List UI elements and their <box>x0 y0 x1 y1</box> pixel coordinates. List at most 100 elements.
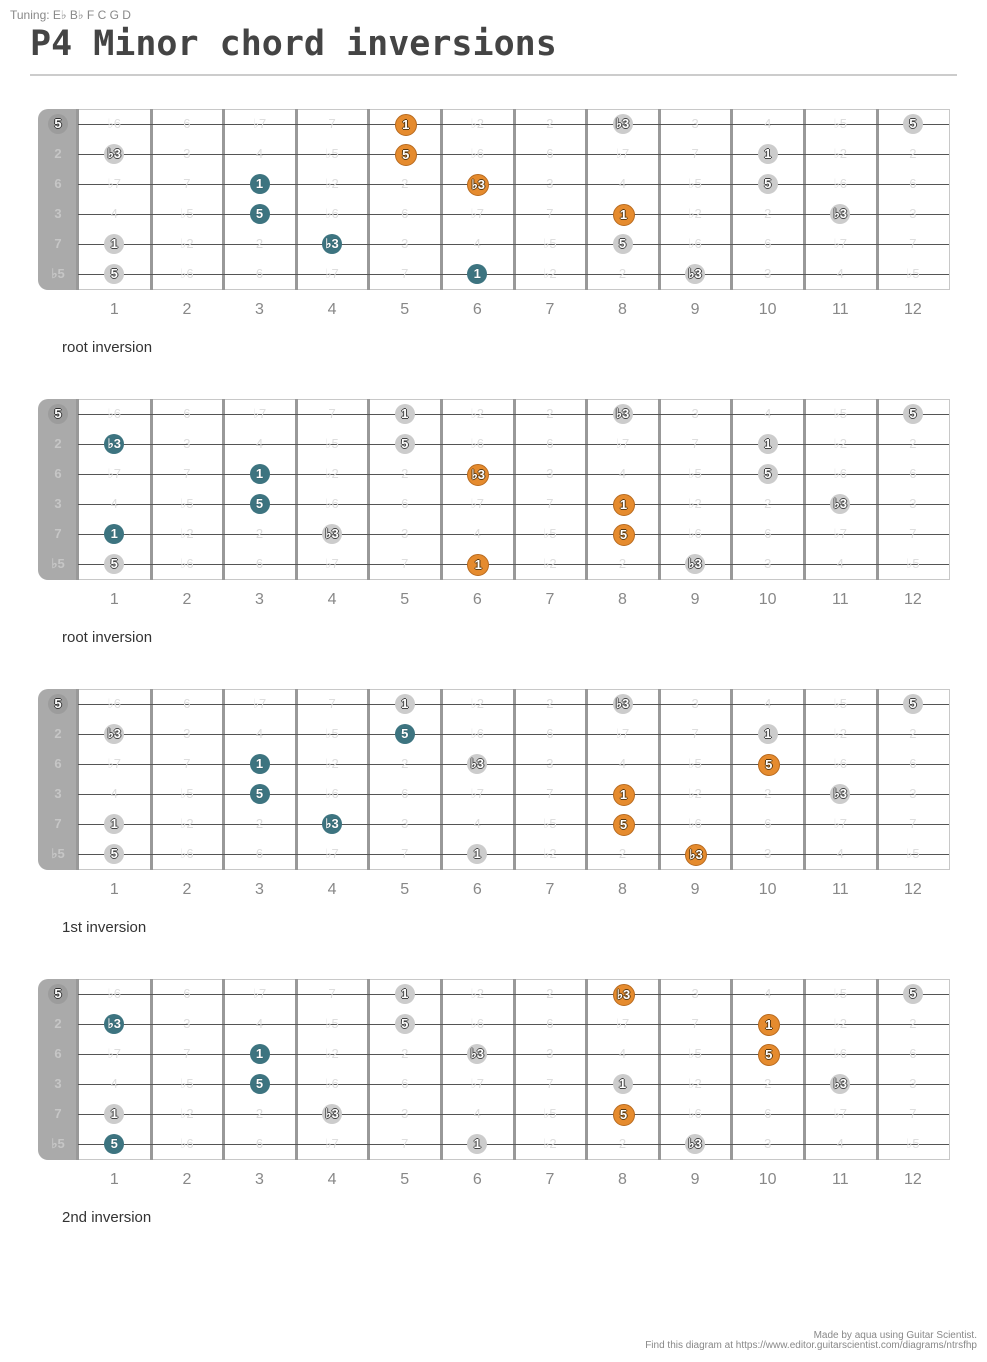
interval-hint: ♭6 <box>180 1136 194 1151</box>
note-marker[interactable]: 5 <box>394 434 415 454</box>
interval-hint: 6 <box>909 176 917 191</box>
note-marker[interactable]: 1 <box>104 524 125 544</box>
interval-hint: 2 <box>618 1136 627 1151</box>
note-marker[interactable]: 1 <box>612 204 635 226</box>
note-marker[interactable]: 5 <box>612 234 633 254</box>
string-line <box>78 704 949 705</box>
interval-hint: ♭5 <box>833 406 847 421</box>
interval-hint: ♭7 <box>107 466 121 481</box>
fretboard: ♭6 6 ♭7 7 ♭2 2 3 4 ♭5 2 3 4 ♭5 ♭6 6 ♭7 7 ♭2 2 6 ♭7 7 ♭2 2 3 4 ♭5 ♭6… <box>38 399 950 580</box>
interval-hint: ♭7 <box>833 816 847 831</box>
note-marker[interactable]: 5 <box>48 694 68 714</box>
note-marker[interactable]: 1 <box>249 464 270 484</box>
note-marker[interactable]: 5 <box>48 114 68 134</box>
note-marker[interactable]: 5 <box>612 524 635 546</box>
note-marker[interactable]: ♭3 <box>322 1104 343 1124</box>
note-marker[interactable]: 5 <box>394 724 415 744</box>
note-marker[interactable]: ♭3 <box>104 724 125 744</box>
note-marker[interactable]: 5 <box>757 754 780 776</box>
note-marker[interactable]: 5 <box>249 784 270 804</box>
note-marker[interactable]: ♭3 <box>685 844 708 866</box>
note-marker[interactable]: ♭3 <box>685 264 706 284</box>
note-marker[interactable]: 5 <box>757 464 778 484</box>
fret-wire <box>367 689 371 870</box>
note-marker[interactable]: 1 <box>249 754 270 774</box>
note-marker[interactable]: 1 <box>612 784 635 806</box>
note-marker[interactable]: ♭3 <box>104 144 125 164</box>
note-marker[interactable]: 5 <box>104 844 125 864</box>
note-marker[interactable]: 1 <box>612 1074 633 1094</box>
note-marker[interactable]: 1 <box>394 694 415 714</box>
note-marker[interactable]: ♭3 <box>830 1074 851 1094</box>
note-marker[interactable]: 1 <box>757 434 778 454</box>
note-marker[interactable]: ♭3 <box>322 814 343 834</box>
note-marker[interactable]: 5 <box>249 204 270 224</box>
note-marker[interactable]: 5 <box>249 1074 270 1094</box>
note-marker[interactable]: ♭3 <box>612 694 633 714</box>
note-marker[interactable]: 1 <box>467 844 488 864</box>
note-marker[interactable]: ♭3 <box>467 464 490 486</box>
note-marker[interactable]: 5 <box>902 694 923 714</box>
interval-hint: 4 <box>110 496 118 511</box>
note-marker[interactable]: 5 <box>757 1044 780 1066</box>
interval-hint: ♭6 <box>688 236 702 251</box>
note-marker[interactable]: ♭3 <box>830 204 851 224</box>
note-marker[interactable]: ♭3 <box>830 784 851 804</box>
note-marker[interactable]: 1 <box>467 264 488 284</box>
note-marker[interactable]: 5 <box>902 114 923 134</box>
note-marker[interactable]: 5 <box>249 494 270 514</box>
note-marker[interactable]: 1 <box>104 1104 125 1124</box>
note-marker[interactable]: ♭3 <box>467 1044 488 1064</box>
interval-hint: 2 <box>546 696 554 711</box>
note-marker[interactable]: ♭3 <box>685 1134 706 1154</box>
note-marker[interactable]: 1 <box>612 494 635 516</box>
note-marker[interactable]: 1 <box>757 724 778 744</box>
note-marker[interactable]: 5 <box>612 814 635 836</box>
note-marker[interactable]: ♭3 <box>685 554 706 574</box>
note-marker[interactable]: 1 <box>467 1134 488 1154</box>
note-marker[interactable]: ♭3 <box>612 984 635 1006</box>
note-marker[interactable]: ♭3 <box>830 494 851 514</box>
fret-number: 3 <box>255 881 264 898</box>
string-line <box>78 1054 949 1055</box>
note-marker[interactable]: 1 <box>394 114 417 136</box>
interval-hint: 2 <box>764 1076 772 1091</box>
interval-hint: 7 <box>691 1016 699 1031</box>
note-marker[interactable]: ♭3 <box>612 114 633 134</box>
note-marker[interactable]: 5 <box>394 144 417 166</box>
note-marker[interactable]: 1 <box>394 404 415 424</box>
note-marker[interactable]: 5 <box>104 264 125 284</box>
interval-hint: 4 <box>836 1136 844 1151</box>
note-marker[interactable]: ♭3 <box>104 1014 125 1034</box>
note-marker[interactable]: 5 <box>104 554 125 574</box>
note-marker[interactable]: ♭3 <box>322 234 343 254</box>
note-marker[interactable]: 1 <box>467 554 490 576</box>
note-marker[interactable]: 1 <box>104 814 125 834</box>
interval-hint: ♭6 <box>325 206 339 221</box>
note-marker[interactable]: 1 <box>757 1014 780 1036</box>
interval-hint: ♭6 <box>470 146 484 161</box>
note-marker[interactable]: ♭3 <box>322 524 343 544</box>
note-marker[interactable]: 1 <box>104 234 125 254</box>
note-marker[interactable]: 5 <box>48 984 68 1004</box>
fret-number: 12 <box>903 1171 922 1188</box>
note-marker[interactable]: 5 <box>902 404 923 424</box>
note-marker[interactable]: ♭3 <box>612 404 633 424</box>
note-marker[interactable]: 1 <box>394 984 415 1004</box>
note-marker[interactable]: 1 <box>757 144 778 164</box>
note-marker[interactable]: 1 <box>249 1044 270 1064</box>
note-marker[interactable]: 5 <box>104 1134 125 1154</box>
note-marker[interactable]: 5 <box>757 174 778 194</box>
interval-hint: ♭6 <box>107 406 121 421</box>
note-marker[interactable]: ♭3 <box>467 174 490 196</box>
note-marker[interactable]: 1 <box>249 174 270 194</box>
note-marker[interactable]: 5 <box>612 1104 635 1126</box>
note-marker[interactable]: ♭3 <box>467 754 488 774</box>
note-marker[interactable]: 5 <box>902 984 923 1004</box>
note-marker[interactable]: ♭3 <box>104 434 125 454</box>
note-marker[interactable]: 5 <box>48 404 68 424</box>
string-line <box>78 244 949 245</box>
note-marker[interactable]: 5 <box>394 1014 415 1034</box>
interval-hint: 7 <box>328 116 336 131</box>
fret-number: 10 <box>758 591 777 608</box>
